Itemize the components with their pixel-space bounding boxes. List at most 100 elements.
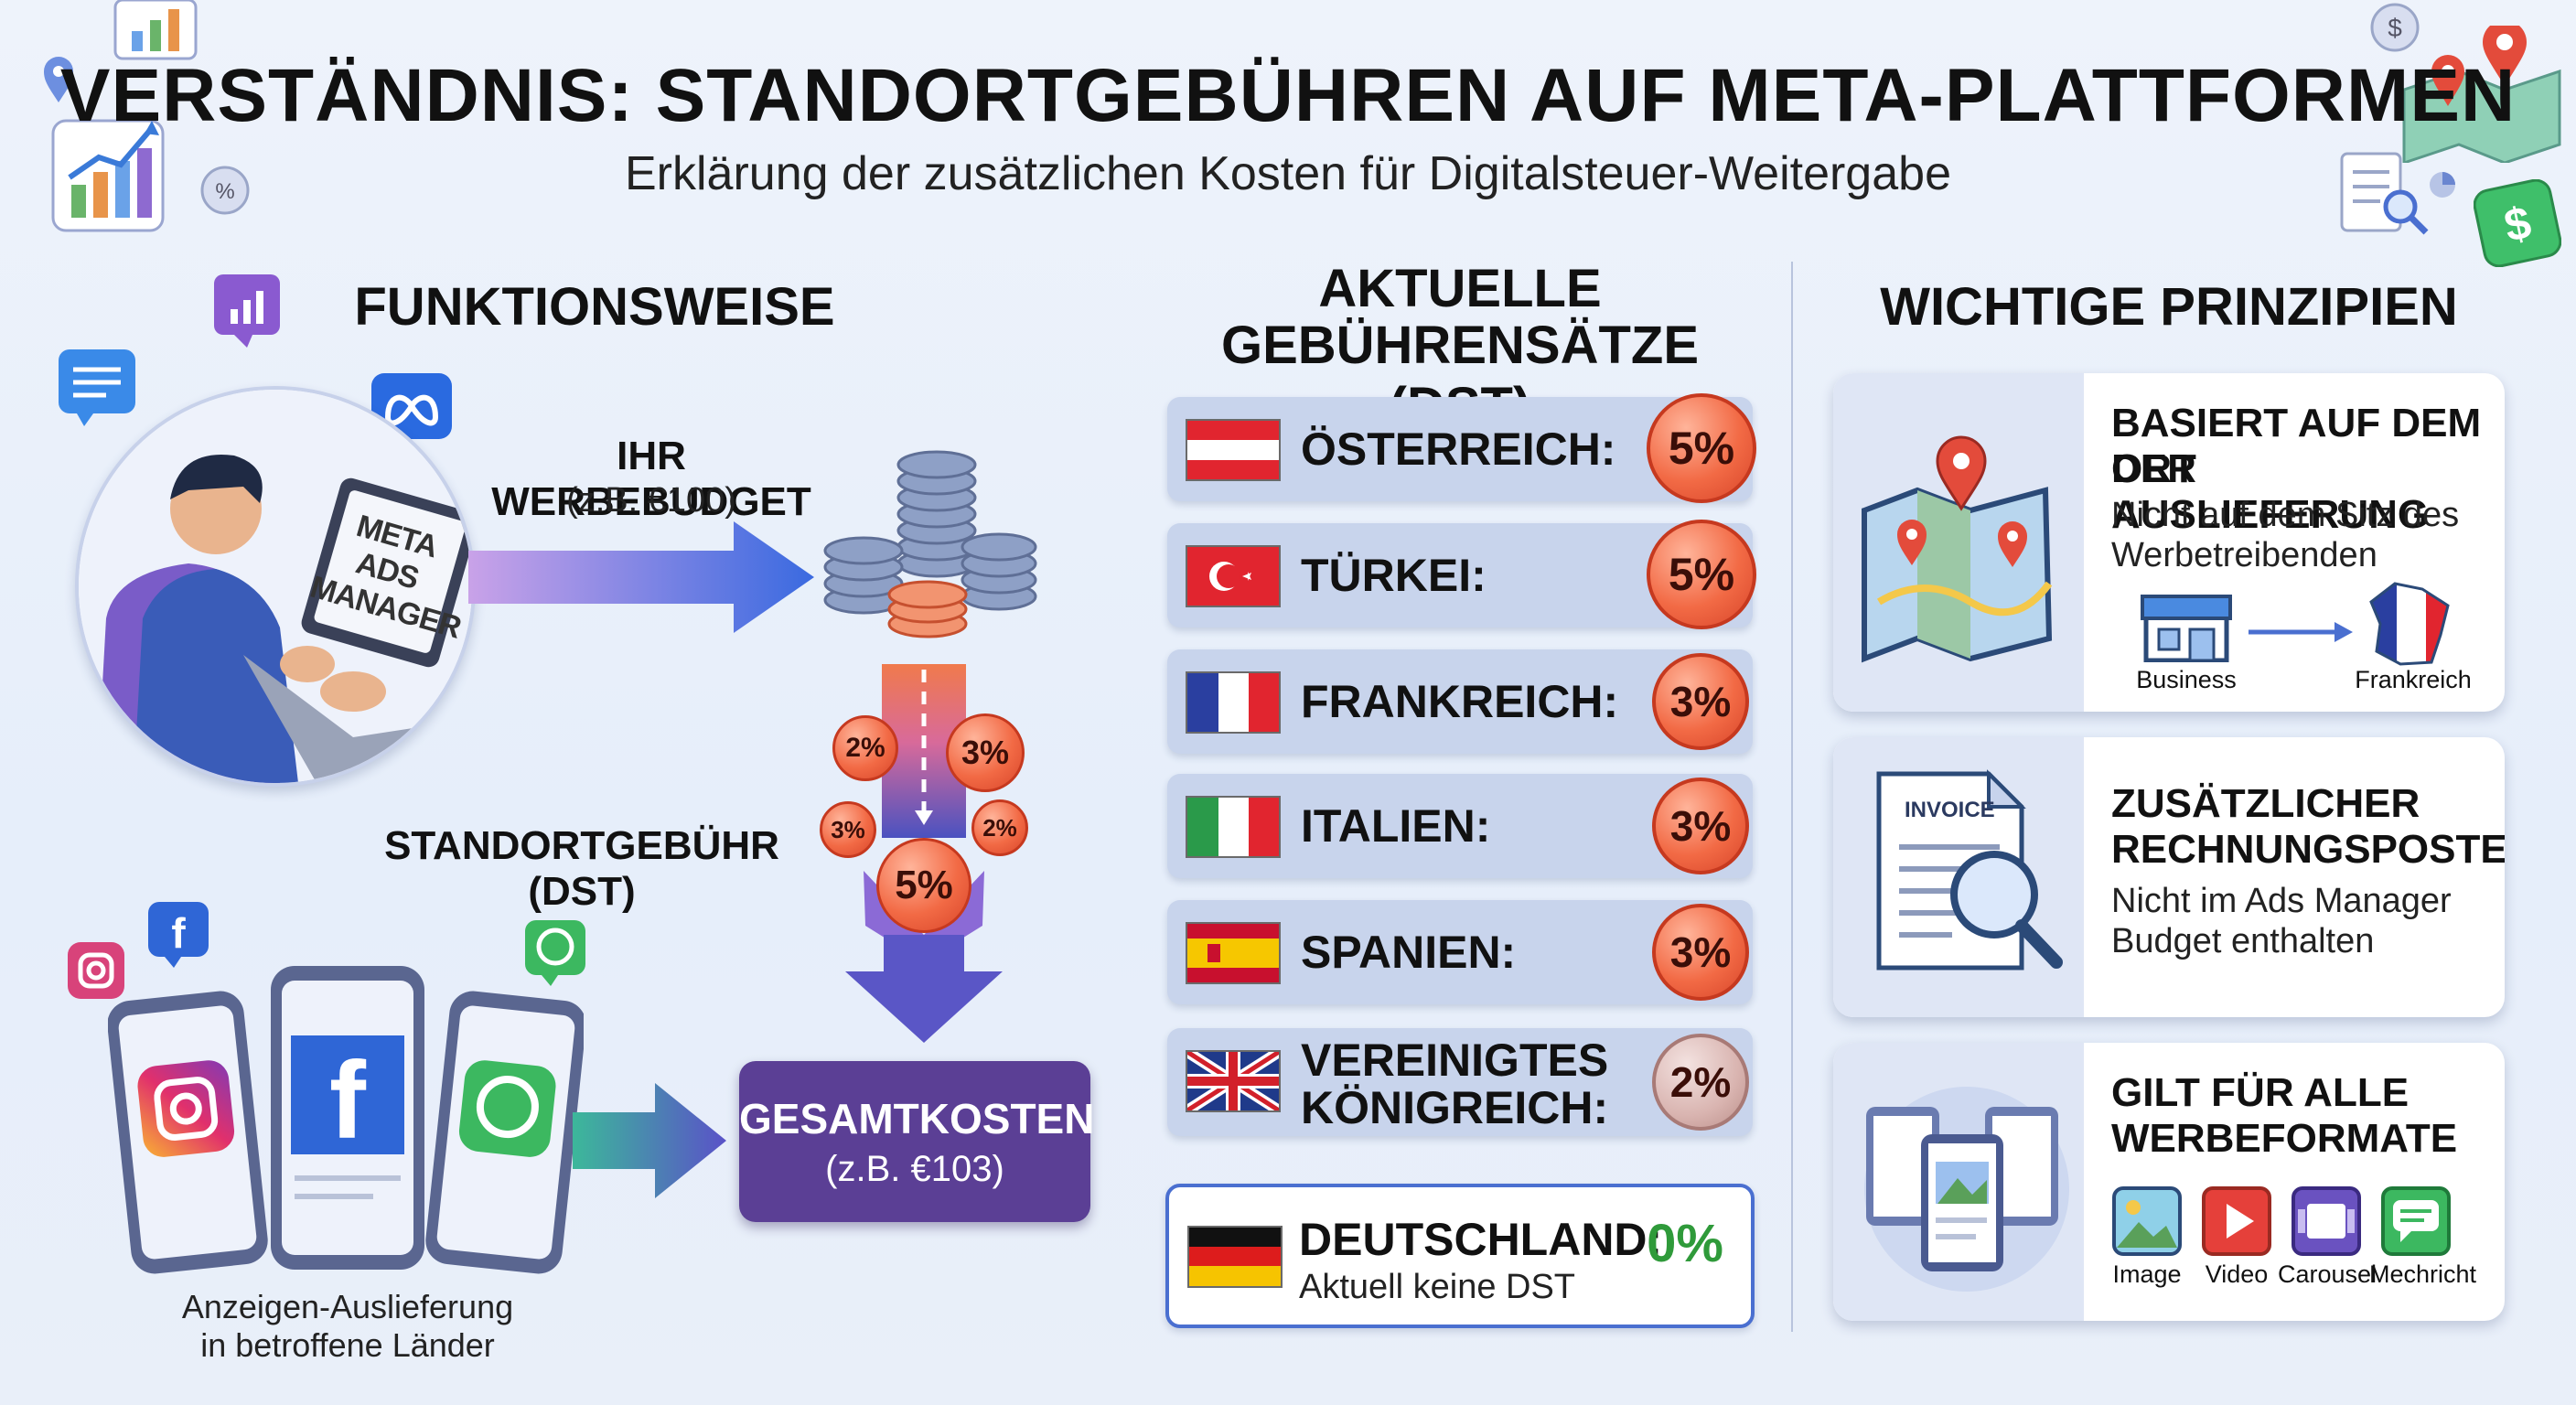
format-label: Image <box>2112 1260 2182 1288</box>
instagram-icon <box>66 940 126 1001</box>
format-label: Video <box>2205 1260 2269 1288</box>
format-label: Carousel <box>2278 1260 2377 1288</box>
message-format-icon <box>2381 1186 2451 1256</box>
total-label: GESAMTKOSTEN <box>739 1095 1095 1142</box>
rate-badge: 3% <box>1652 904 1749 1001</box>
rate-row-italy: ITALIEN: 3% <box>1167 774 1753 878</box>
fee-coin: 2% <box>971 799 1028 856</box>
rate-badge: 3% <box>1652 778 1749 874</box>
analytics-bubble-icon <box>212 273 282 349</box>
country-name: FRANKREICH: <box>1301 675 1619 727</box>
whatsapp-icon <box>523 918 587 988</box>
section-heading-principles: WICHTIGE PRINZIPIEN <box>1880 277 2458 337</box>
rate-row-uk: VEREINIGTES KÖNIGREICH: 2% <box>1167 1028 1753 1136</box>
principle-title-line1: ZUSÄTZLICHER <box>2111 781 2420 826</box>
chart-icon <box>112 0 199 64</box>
germany-note: Aktuell keine DST <box>1299 1268 1576 1306</box>
budget-label: IHR WERBEBUDGET <box>491 434 811 524</box>
principle-card-invoice: INVOICE ZUSÄTZLICHER RECHNUNGSPOSTEN Nic… <box>1833 737 2505 1017</box>
rate-row-france: FRANKREICH: 3% <box>1167 649 1753 754</box>
principle-title-line2: DER AUSLIEFERUNG <box>2111 446 2430 537</box>
facebook-icon: f <box>146 900 210 970</box>
rate-badge: 3% <box>1652 653 1749 750</box>
image-format-icon <box>2112 1186 2182 1256</box>
document-search-icon <box>2334 150 2435 238</box>
budget-arrow <box>468 521 814 633</box>
country-name: ÖSTERREICH: <box>1301 423 1616 475</box>
principle-text-line1: Nicht im Ads Manager <box>2111 882 2452 920</box>
map-pins-icon <box>2395 20 2567 166</box>
fee-coin: 3% <box>820 801 876 858</box>
growth-chart-icon <box>49 108 168 236</box>
fee-coin: 5% <box>876 838 971 933</box>
dollar-coin-icon: $ <box>2369 2 2420 53</box>
svg-text:$: $ <box>2388 14 2402 42</box>
principle-text-line2: Budget enthalten <box>2111 922 2375 960</box>
germany-rate: 0% <box>1647 1214 1723 1273</box>
total-arrow <box>573 1083 726 1198</box>
percent-icon: % <box>199 165 251 216</box>
rate-row-turkey: TÜRKEI: 5% <box>1167 520 1756 629</box>
to-label: Frankreich <box>2355 666 2472 693</box>
carousel-format-icon <box>2292 1186 2361 1256</box>
france-map-flag-icon <box>2369 582 2450 666</box>
page-subtitle: Erklärung der zusätzlichen Kosten für Di… <box>625 147 1951 200</box>
rate-badge: 5% <box>1647 520 1756 629</box>
country-name: TÜRKEI: <box>1301 549 1487 601</box>
principle-title-line2: RECHNUNGSPOSTEN <box>2111 827 2505 872</box>
principle-title-line1: GILT FÜR ALLE <box>2111 1070 2410 1115</box>
country-name: SPANIEN: <box>1301 926 1517 978</box>
principle-card-formats: GILT FÜR ALLE WERBEFORMATE Image Video C… <box>1833 1043 2505 1321</box>
delivery-caption-line2: in betroffene Länder <box>200 1326 495 1364</box>
arrow-right-icon <box>2249 622 2353 642</box>
rates-heading-line1: AKTUELLE <box>1318 259 1602 318</box>
country-name-line1: VEREINIGTES <box>1301 1035 1609 1086</box>
principle-title-line2: WERBEFORMATE <box>2111 1116 2458 1161</box>
germany-flag-icon <box>1187 1226 1283 1288</box>
france-flag-icon <box>1186 671 1281 734</box>
principle-card-delivery: BASIERT AUF DEM ORT DER AUSLIEFERUNG Nic… <box>1833 373 2505 712</box>
coin-stack-icon <box>823 450 1037 638</box>
from-label: Business <box>2136 666 2237 693</box>
invoice-doc-label: INVOICE <box>1905 798 1995 822</box>
rate-badge: 5% <box>1647 393 1756 503</box>
fee-coin: 3% <box>946 713 1025 792</box>
uk-flag-icon <box>1186 1050 1281 1112</box>
principle-text-line1: Nicht auf dem Sitz des <box>2111 496 2460 534</box>
section-heading-funktionsweise: FUNKTIONSWEISE <box>354 277 835 337</box>
invoice-illustration <box>1833 737 2084 1017</box>
devices-illustration <box>1833 1043 2084 1321</box>
country-name: DEUTSCHLAND: <box>1299 1214 1663 1265</box>
svg-text:f: f <box>171 909 186 957</box>
fee-label: STANDORTGEBÜHR (DST) <box>384 823 779 914</box>
budget-example: (z.B. €100) <box>566 481 736 520</box>
page-title: VERSTÄNDNIS: STANDORTGEBÜHREN AUF META-P… <box>59 54 2517 137</box>
principle-title-line1: BASIERT AUF DEM ORT <box>2111 401 2482 491</box>
video-format-icon <box>2202 1186 2271 1256</box>
map-illustration <box>1833 373 2084 712</box>
rate-badge: 2% <box>1652 1034 1749 1131</box>
rate-row-spain: SPANIEN: 3% <box>1167 900 1753 1004</box>
svg-text:%: % <box>215 179 234 204</box>
rate-row-austria: ÖSTERREICH: 5% <box>1167 393 1756 503</box>
phones-illustration: f <box>108 966 584 1274</box>
turkey-flag-icon <box>1186 545 1281 607</box>
austria-flag-icon <box>1186 419 1281 481</box>
dollar-bill-icon: $ <box>2473 178 2562 268</box>
spain-flag-icon <box>1186 922 1281 984</box>
country-name-line2: KÖNIGREICH: <box>1301 1082 1609 1133</box>
person-laptop-illustration: META ADS MANAGER <box>75 386 476 787</box>
country-name: ITALIEN: <box>1301 799 1491 852</box>
pie-icon <box>2428 170 2457 199</box>
column-divider <box>1791 262 1793 1332</box>
store-icon <box>2141 595 2232 662</box>
fee-coin: 2% <box>832 715 898 781</box>
format-label: Mechricht <box>2369 1260 2477 1288</box>
italy-flag-icon <box>1186 796 1281 858</box>
rate-row-germany: DEUTSCHLAND: Aktuell keine DST 0% <box>1165 1184 1755 1328</box>
svg-text:f: f <box>329 1039 367 1162</box>
total-cost-box: GESAMTKOSTEN (z.B. €103) <box>739 1061 1095 1222</box>
delivery-caption-line1: Anzeigen-Auslieferung <box>181 1288 514 1325</box>
total-example: (z.B. €103) <box>825 1149 1004 1189</box>
principle-text-line2: Werbetreibenden <box>2111 536 2377 574</box>
